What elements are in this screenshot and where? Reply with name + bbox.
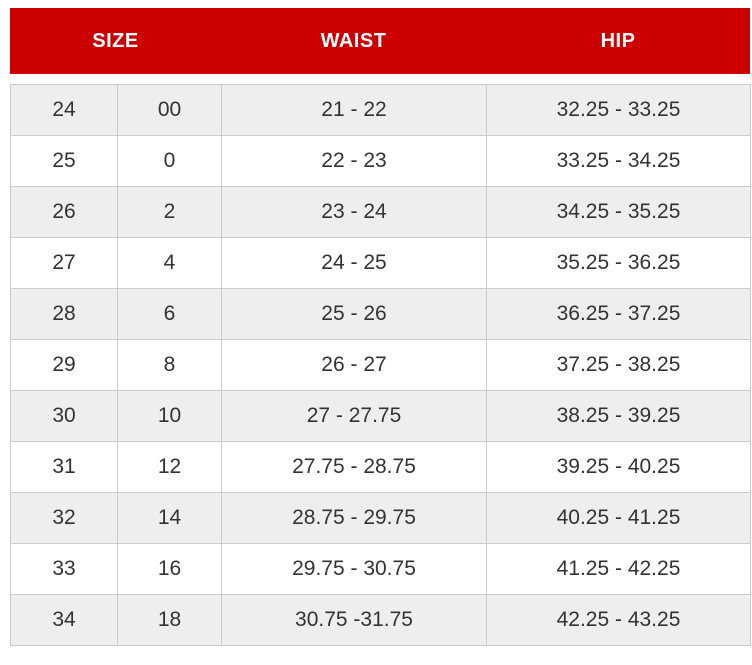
cell-hip-range: 41.25 - 42.25	[486, 543, 751, 595]
cell-size-alpha: 8	[117, 339, 222, 391]
table-row: 24 00 21 - 22 32.25 - 33.25	[10, 84, 751, 136]
cell-waist-range: 24 - 25	[221, 237, 487, 289]
cell-waist-range: 29.75 - 30.75	[221, 543, 487, 595]
cell-waist-range: 23 - 24	[221, 186, 487, 238]
cell-size-alpha: 16	[117, 543, 222, 595]
cell-waist-range: 28.75 - 29.75	[221, 492, 487, 544]
cell-size-alpha: 10	[117, 390, 222, 442]
cell-waist-range: 30.75 -31.75	[221, 594, 487, 646]
cell-size-alpha: 00	[117, 84, 222, 136]
cell-waist-range: 26 - 27	[221, 339, 487, 391]
cell-size-numeric: 30	[10, 390, 118, 442]
table-row: 27 4 24 - 25 35.25 - 36.25	[10, 237, 751, 289]
table-row: 34 18 30.75 -31.75 42.25 - 43.25	[10, 594, 751, 646]
cell-hip-range: 42.25 - 43.25	[486, 594, 751, 646]
cell-waist-range: 22 - 23	[221, 135, 487, 187]
cell-size-alpha: 4	[117, 237, 222, 289]
cell-size-alpha: 0	[117, 135, 222, 187]
header-size: SIZE	[92, 29, 139, 52]
table-row: 32 14 28.75 - 29.75 40.25 - 41.25	[10, 492, 751, 544]
table-row: 25 0 22 - 23 33.25 - 34.25	[10, 135, 751, 187]
cell-size-numeric: 33	[10, 543, 118, 595]
cell-size-numeric: 27	[10, 237, 118, 289]
cell-hip-range: 32.25 - 33.25	[486, 84, 751, 136]
cell-size-alpha: 2	[117, 186, 222, 238]
cell-size-alpha: 14	[117, 492, 222, 544]
table-row: 28 6 25 - 26 36.25 - 37.25	[10, 288, 751, 340]
cell-waist-range: 21 - 22	[221, 84, 487, 136]
cell-size-numeric: 28	[10, 288, 118, 340]
cell-hip-range: 38.25 - 39.25	[486, 390, 751, 442]
cell-size-numeric: 29	[10, 339, 118, 391]
cell-waist-range: 27 - 27.75	[221, 390, 487, 442]
cell-size-numeric: 31	[10, 441, 118, 493]
cell-waist-range: 27.75 - 28.75	[221, 441, 487, 493]
cell-hip-range: 33.25 - 34.25	[486, 135, 751, 187]
cell-size-numeric: 34	[10, 594, 118, 646]
table-row: 33 16 29.75 - 30.75 41.25 - 42.25	[10, 543, 751, 595]
cell-hip-range: 34.25 - 35.25	[486, 186, 751, 238]
table-row: 26 2 23 - 24 34.25 - 35.25	[10, 186, 751, 238]
cell-hip-range: 36.25 - 37.25	[486, 288, 751, 340]
cell-hip-range: 35.25 - 36.25	[486, 237, 751, 289]
header-hip: HIP	[600, 29, 636, 52]
table-body: 24 00 21 - 22 32.25 - 33.25 25 0 22 - 23…	[10, 84, 751, 646]
cell-hip-range: 40.25 - 41.25	[486, 492, 751, 544]
cell-size-numeric: 32	[10, 492, 118, 544]
cell-hip-range: 39.25 - 40.25	[486, 441, 751, 493]
size-chart-body: 24 00 21 - 22 32.25 - 33.25 25 0 22 - 23…	[10, 84, 751, 646]
cell-size-alpha: 18	[117, 594, 222, 646]
cell-waist-range: 25 - 26	[221, 288, 487, 340]
cell-size-numeric: 25	[10, 135, 118, 187]
cell-size-alpha: 12	[117, 441, 222, 493]
header-waist: WAIST	[320, 29, 387, 52]
table-row: 30 10 27 - 27.75 38.25 - 39.25	[10, 390, 751, 442]
table-row: 29 8 26 - 27 37.25 - 38.25	[10, 339, 751, 391]
cell-size-alpha: 6	[117, 288, 222, 340]
cell-hip-range: 37.25 - 38.25	[486, 339, 751, 391]
cell-size-numeric: 26	[10, 186, 118, 238]
cell-size-numeric: 24	[10, 84, 118, 136]
table-row: 31 12 27.75 - 28.75 39.25 - 40.25	[10, 441, 751, 493]
size-chart-header: SIZE WAIST HIP	[10, 8, 750, 74]
size-chart: SIZE WAIST HIP 24 00 21 - 22 32.25 - 33.…	[10, 8, 751, 646]
